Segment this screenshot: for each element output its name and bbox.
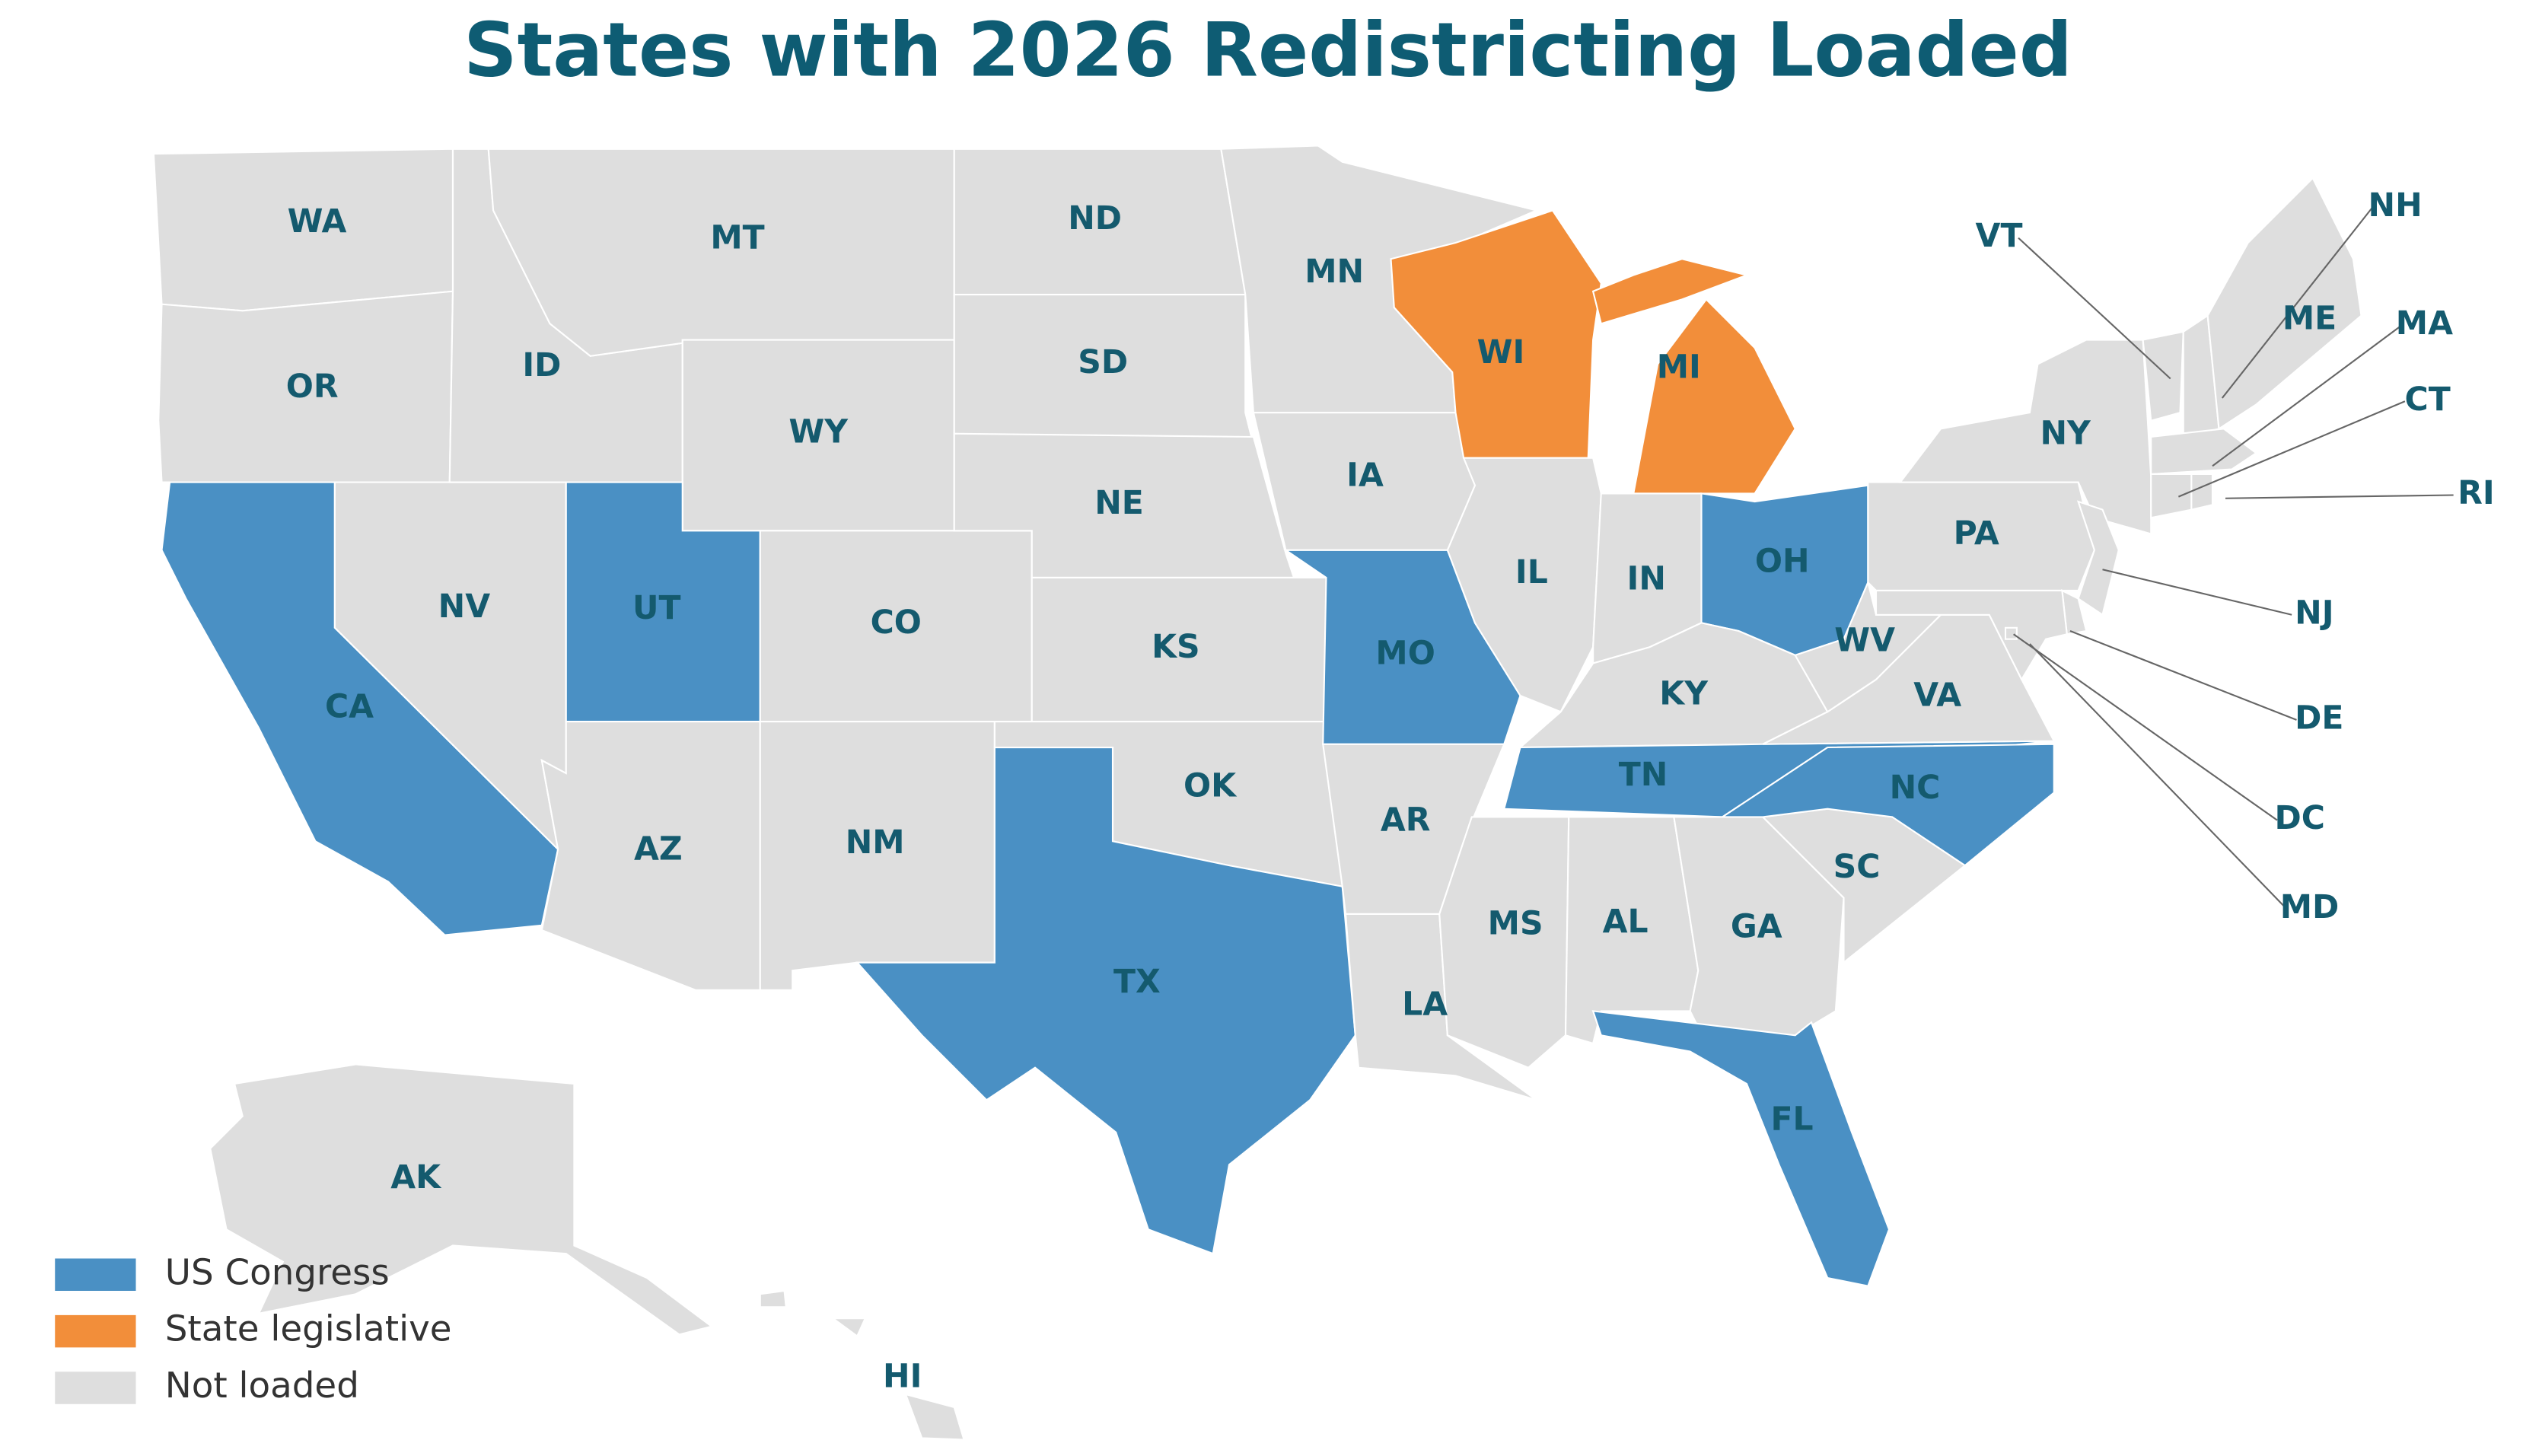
state-shape	[2150, 473, 2193, 519]
state-label: ND	[1068, 200, 1122, 237]
state-label: MS	[1488, 905, 1543, 942]
leader-line	[2102, 569, 2292, 616]
leader-line	[2225, 494, 2454, 499]
legend-label: US Congress	[165, 1252, 390, 1293]
leader-line	[2212, 324, 2403, 467]
state-label: VA	[1913, 677, 1961, 715]
legend-label: State legislative	[165, 1309, 452, 1350]
leader-line	[2069, 630, 2297, 721]
labels-layer: WA OR CA NV ID MT WY UT CO AZ NM ND SD NE KS OK TX MN IA MO…	[286, 187, 2495, 1396]
legend-swatch	[55, 1258, 136, 1291]
state-shape	[2190, 473, 2214, 511]
legend-swatch	[55, 1314, 136, 1348]
state-label: AK	[390, 1159, 442, 1196]
legend: US Congress State legislative Not loaded	[55, 1252, 452, 1407]
state-shape	[2142, 330, 2184, 422]
state-label: NV	[438, 588, 491, 626]
state-shape	[759, 1289, 965, 1441]
state-label: GA	[1731, 909, 1782, 946]
leader-line	[2221, 206, 2374, 399]
state-label: IA	[1346, 457, 1384, 495]
state-label: PA	[1954, 515, 1999, 553]
state-label: NM	[846, 824, 905, 862]
state-label: CA	[325, 689, 374, 726]
state-label: NE	[1094, 485, 1144, 522]
state-label: MT	[710, 219, 764, 256]
state-shape	[953, 293, 1255, 446]
state-label: WY	[788, 413, 849, 451]
state-shape	[2206, 177, 2362, 431]
state-label: SC	[1833, 849, 1881, 886]
state-label: MN	[1305, 253, 1364, 291]
legend-label: Not loaded	[165, 1365, 359, 1407]
state-shape	[855, 746, 1356, 1255]
state-shape	[1875, 589, 2068, 681]
state-label: UT	[632, 590, 681, 627]
state-label: KS	[1152, 629, 1200, 666]
legend-swatch	[55, 1372, 136, 1404]
state-label: TX	[1113, 964, 1161, 1001]
state-label: DC	[2275, 800, 2325, 837]
state-label: NJ	[2295, 594, 2333, 632]
state-label: ME	[2282, 301, 2337, 338]
state-shape	[1719, 743, 2055, 867]
state-label: VT	[1976, 218, 2023, 255]
state-label: FL	[1770, 1101, 1813, 1138]
state-label: AL	[1603, 903, 1649, 941]
state-label: CT	[2405, 381, 2451, 419]
leader-line	[2018, 237, 2171, 380]
state-label: SD	[1078, 344, 1128, 381]
state-label: OK	[1183, 768, 1238, 805]
state-label: LA	[1402, 986, 1448, 1024]
state-shape	[1591, 1010, 1891, 1287]
state-label: WA	[288, 203, 347, 241]
state-label: NH	[2368, 187, 2423, 225]
state-label: KY	[1659, 676, 1709, 713]
state-label: OH	[1755, 543, 1810, 580]
states-layer	[152, 145, 2362, 1441]
state-label: DE	[2295, 699, 2343, 737]
state-label: WV	[1834, 622, 1895, 659]
state-label: NY	[2040, 415, 2091, 452]
state-shape	[2150, 428, 2258, 476]
state-shape	[2076, 500, 2120, 616]
state-label: IN	[1627, 561, 1666, 598]
state-label: IL	[1515, 554, 1548, 591]
state-label: AR	[1381, 801, 1431, 839]
state-label: TN	[1619, 757, 1668, 794]
state-label: WI	[1477, 334, 1525, 371]
state-label: HI	[883, 1358, 922, 1395]
leader-line	[2029, 643, 2288, 910]
state-label: MD	[2280, 889, 2340, 926]
state-label: ID	[522, 347, 561, 384]
state-shape	[1446, 457, 1602, 713]
state-label: MO	[1375, 635, 1435, 672]
state-label: AZ	[634, 831, 683, 868]
state-label: CO	[871, 604, 922, 642]
map-title: States with 2026 Redistricting Loaded	[464, 7, 2072, 94]
state-label: NC	[1890, 769, 1941, 807]
state-shape	[209, 1063, 714, 1336]
state-shape	[2004, 626, 2018, 640]
state-label: RI	[2458, 475, 2495, 512]
state-label: OR	[286, 368, 339, 406]
state-label: MI	[1657, 349, 1701, 386]
leader-line	[2013, 633, 2278, 821]
state-label: MA	[2396, 305, 2453, 342]
state-shape	[1591, 258, 1796, 495]
leader-line	[2177, 400, 2406, 498]
